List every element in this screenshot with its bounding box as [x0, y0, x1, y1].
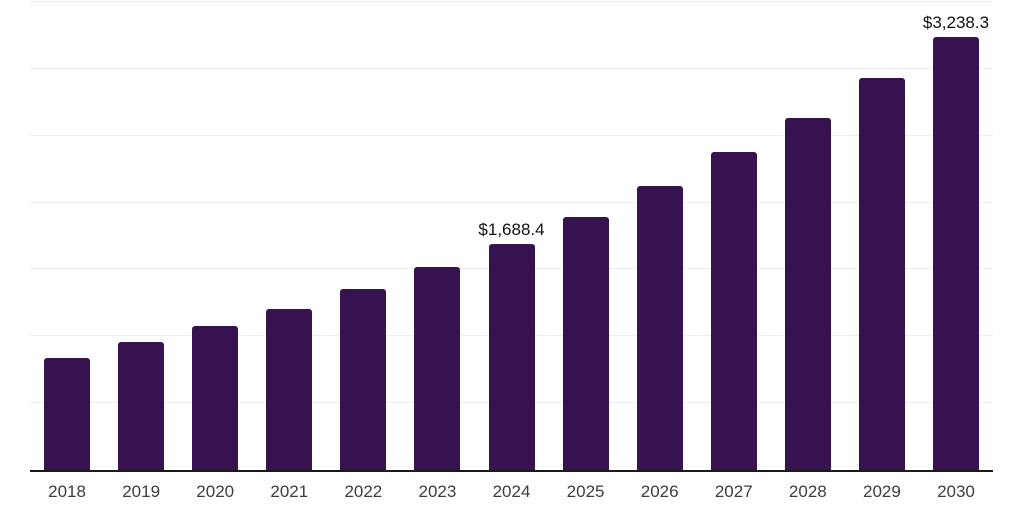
- plot-area: $1,688.4 $3,238.3: [30, 1, 993, 472]
- bar-2026[interactable]: [636, 185, 683, 470]
- bar-slot-2019: [104, 2, 178, 470]
- x-tick-2029: 2029: [862, 482, 901, 501]
- x-tick-2024: 2024: [492, 482, 531, 501]
- bar-2028[interactable]: [784, 117, 831, 470]
- bar-2030[interactable]: [932, 37, 979, 470]
- x-tick-2019: 2019: [122, 482, 161, 501]
- x-tick-2018: 2018: [48, 482, 86, 501]
- x-tick-2025: 2025: [566, 482, 605, 501]
- x-tick-2022: 2022: [344, 482, 383, 501]
- bar-slot-2027: [697, 2, 771, 470]
- x-axis-labels: 2018 2019 2020 2021 2022 2023 2024 2025 2026 2027…: [30, 482, 993, 502]
- bar-slot-2018: [30, 2, 104, 470]
- bar-slot-2022: [326, 2, 400, 470]
- x-tick-2030: 2030: [937, 482, 975, 501]
- bar-slot-2026: [623, 2, 697, 470]
- bar-slot-2021: [252, 2, 326, 470]
- bar-slot-2030: $3,238.3: [919, 2, 993, 470]
- x-tick-2023: 2023: [418, 482, 457, 501]
- bar-slot-2024: $1,688.4: [474, 2, 548, 470]
- x-tick-2026: 2026: [640, 482, 679, 501]
- bar-2022[interactable]: [340, 288, 387, 470]
- bar-2029[interactable]: [858, 78, 905, 470]
- bar-2025[interactable]: [562, 216, 609, 470]
- bar-2020[interactable]: [192, 325, 239, 470]
- bar-slot-2029: [845, 2, 919, 470]
- gridline-3000: [30, 67, 993, 69]
- bar-2019[interactable]: [118, 341, 165, 470]
- bar-2018[interactable]: [44, 357, 91, 470]
- bar-2027[interactable]: [710, 152, 757, 470]
- x-tick-2028: 2028: [788, 482, 827, 501]
- value-label-2030: $3,238.3: [922, 13, 990, 32]
- bars-layer: $1,688.4 $3,238.3: [30, 2, 993, 470]
- bar-slot-2020: [178, 2, 252, 470]
- bar-slot-2028: [771, 2, 845, 470]
- x-tick-2020: 2020: [196, 482, 235, 501]
- bar-2021[interactable]: [266, 308, 313, 470]
- bar-2023[interactable]: [414, 266, 461, 470]
- x-tick-2021: 2021: [270, 482, 309, 501]
- bar-2024[interactable]: [488, 244, 535, 470]
- bar-slot-2023: [400, 2, 474, 470]
- value-label-2024: $1,688.4: [478, 220, 545, 240]
- x-tick-2027: 2027: [714, 482, 753, 501]
- gridline-3500: [30, 1, 993, 2]
- bar-slot-2025: [549, 2, 623, 470]
- gridline-2500: [30, 134, 993, 136]
- gridline-2000: [30, 201, 993, 203]
